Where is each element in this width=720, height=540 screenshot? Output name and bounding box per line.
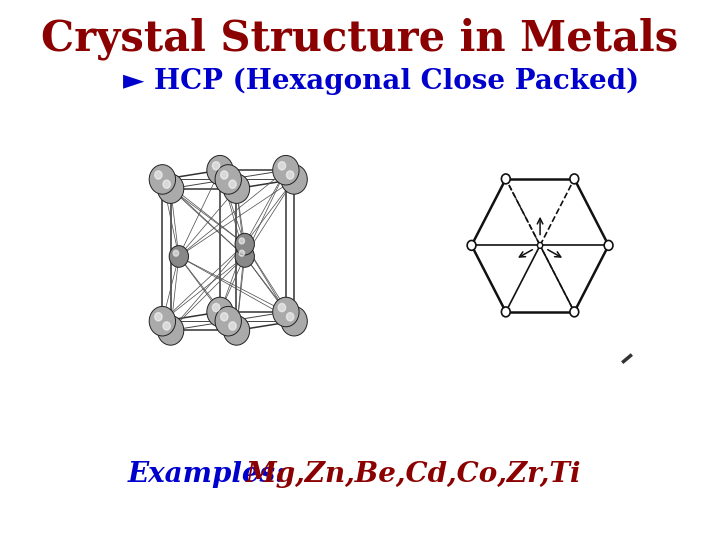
Circle shape bbox=[467, 240, 476, 251]
Circle shape bbox=[163, 322, 171, 330]
Circle shape bbox=[220, 313, 228, 321]
Circle shape bbox=[158, 316, 184, 345]
Circle shape bbox=[149, 306, 176, 336]
Circle shape bbox=[604, 240, 613, 251]
Circle shape bbox=[235, 246, 254, 267]
Circle shape bbox=[207, 156, 233, 185]
Circle shape bbox=[215, 306, 241, 336]
Circle shape bbox=[570, 174, 579, 184]
Circle shape bbox=[174, 250, 179, 256]
Circle shape bbox=[169, 246, 189, 267]
Circle shape bbox=[278, 161, 286, 170]
Text: Crystal Structure in Metals: Crystal Structure in Metals bbox=[41, 17, 679, 60]
Circle shape bbox=[239, 238, 245, 244]
Circle shape bbox=[215, 165, 241, 194]
Circle shape bbox=[229, 180, 236, 188]
Circle shape bbox=[212, 161, 220, 170]
Circle shape bbox=[273, 156, 299, 185]
Circle shape bbox=[278, 303, 286, 312]
Circle shape bbox=[501, 307, 510, 317]
Circle shape bbox=[158, 174, 184, 204]
Text: ► HCP (Hexagonal Close Packed): ► HCP (Hexagonal Close Packed) bbox=[123, 68, 639, 94]
Text: Mg,Zn,Be,Cd,Co,Zr,Ti: Mg,Zn,Be,Cd,Co,Zr,Ti bbox=[246, 461, 581, 488]
Circle shape bbox=[149, 165, 176, 194]
Circle shape bbox=[229, 322, 236, 330]
Circle shape bbox=[287, 171, 294, 179]
Circle shape bbox=[223, 174, 250, 204]
Circle shape bbox=[570, 307, 579, 317]
Circle shape bbox=[235, 233, 254, 255]
Circle shape bbox=[273, 297, 299, 327]
Text: Examples:: Examples: bbox=[127, 461, 295, 488]
Circle shape bbox=[163, 180, 171, 188]
Circle shape bbox=[220, 171, 228, 179]
Circle shape bbox=[155, 171, 162, 179]
Circle shape bbox=[239, 250, 245, 256]
Circle shape bbox=[207, 297, 233, 327]
Circle shape bbox=[287, 313, 294, 321]
Circle shape bbox=[501, 174, 510, 184]
Circle shape bbox=[281, 306, 307, 336]
Circle shape bbox=[537, 242, 543, 248]
Circle shape bbox=[212, 303, 220, 312]
Circle shape bbox=[223, 316, 250, 345]
Circle shape bbox=[281, 165, 307, 194]
Circle shape bbox=[155, 313, 162, 321]
